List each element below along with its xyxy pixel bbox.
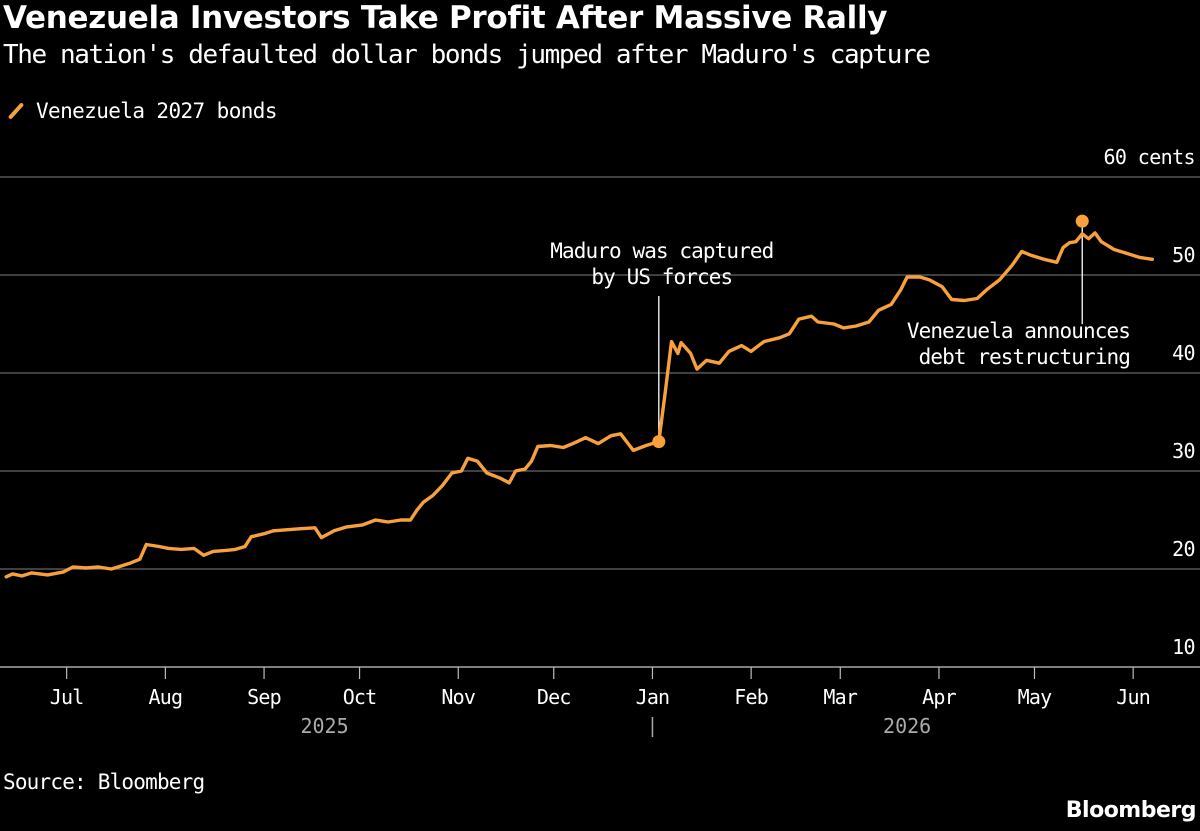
x-axis: Jul Aug Sep Oct Nov Dec Jan Feb Mar Apr May Jun 2025…	[0, 666, 1200, 738]
x-tick-label: Jan	[636, 685, 670, 709]
annotation-text: debt restructuring	[919, 345, 1130, 369]
year-label: 2025	[300, 714, 348, 738]
y-tick-label: 40	[1172, 341, 1195, 365]
annotation-point	[652, 435, 666, 449]
legend-label: Venezuela 2027 bonds	[36, 99, 277, 123]
chart-title: Venezuela Investors Take Profit After Ma…	[3, 0, 888, 36]
series-layer	[4, 214, 1154, 579]
annotation-point	[1075, 214, 1089, 228]
annotation-text: by US forces	[591, 265, 732, 289]
y-tick-label: 60 cents	[1103, 145, 1195, 169]
annotation-text: Maduro was captured	[550, 239, 773, 263]
y-axis-ticks: 10 20 30 40 50 60 cents	[1103, 145, 1195, 659]
x-tick-label: Feb	[734, 685, 768, 709]
series-line-venezuela-2027	[4, 231, 1154, 579]
x-tick-label: Aug	[148, 685, 182, 709]
legend: Venezuela 2027 bonds	[4, 98, 277, 124]
x-tick-label: May	[1018, 685, 1052, 709]
x-tick-label: Sep	[247, 685, 281, 709]
x-tick-label: Apr	[922, 685, 956, 709]
chart-subtitle: The nation's defaulted dollar bonds jump…	[3, 40, 931, 70]
y-tick-label: 10	[1172, 635, 1195, 659]
year-label: 2026	[883, 714, 931, 738]
x-tick-label: Nov	[441, 685, 475, 709]
x-tick-label: Jul	[50, 685, 84, 709]
y-tick-label: 50	[1172, 243, 1195, 267]
source-note: Source: Bloomberg	[3, 770, 205, 794]
y-tick-label: 30	[1172, 439, 1195, 463]
annotation-text: Venezuela announces	[907, 319, 1130, 343]
x-tick-label: Mar	[823, 685, 857, 709]
brand-logo: Bloomberg	[1065, 798, 1197, 823]
x-tick-label: Jun	[1116, 685, 1150, 709]
x-tick-label: Dec	[537, 685, 571, 709]
y-tick-label: 20	[1172, 537, 1195, 561]
x-tick-label: Oct	[343, 685, 377, 709]
